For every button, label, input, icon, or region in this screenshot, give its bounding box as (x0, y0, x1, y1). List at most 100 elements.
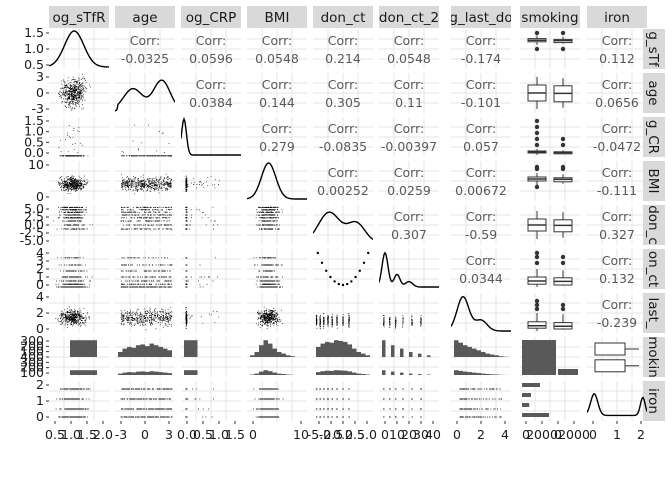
scatter-point (80, 90, 81, 92)
scatter-point (126, 190, 128, 192)
scatter-point (148, 224, 150, 226)
scatter-point (266, 217, 268, 219)
scatter-point (167, 228, 169, 230)
scatter-point (71, 155, 73, 157)
scatter-point (155, 176, 157, 178)
scatter-point (134, 181, 136, 183)
scatter-point (266, 209, 267, 211)
correlation-cell: Corr:0.00252 (317, 165, 369, 198)
scatter-point (162, 228, 164, 230)
scatter-point (127, 185, 128, 187)
scatter-point (64, 83, 66, 85)
scatter-point (152, 286, 154, 288)
corr-label: Corr: (394, 165, 424, 180)
scatter-point (84, 264, 86, 266)
scatter-point (79, 209, 81, 211)
scatter-point (68, 155, 70, 157)
scatter-point (129, 209, 131, 211)
scatter-point (149, 224, 151, 226)
scatter-point (161, 185, 163, 187)
scatter-point (69, 257, 71, 259)
scatter-point (64, 209, 66, 211)
corr-label: Corr: (602, 209, 632, 224)
scatter-point (133, 217, 135, 219)
scatter-point (143, 179, 145, 181)
scatter-point (276, 224, 278, 226)
scatter-point (135, 283, 137, 285)
scatter-point (75, 178, 77, 180)
panel-6-6 (451, 293, 511, 333)
scatter-point (58, 211, 60, 213)
density-line (247, 162, 307, 200)
scatter-point (143, 209, 145, 211)
scatter-point (62, 209, 64, 211)
scatter-point (69, 224, 71, 226)
scatter-point (77, 286, 79, 288)
scatter-point (75, 85, 77, 87)
scatter-point (62, 101, 64, 103)
scatter-point (83, 179, 85, 181)
scatter-point (170, 183, 172, 185)
strip-background (379, 6, 439, 28)
scatter-point (78, 99, 80, 101)
scatter-point (274, 217, 276, 219)
scatter-point (161, 132, 163, 134)
scatter-point (186, 180, 188, 182)
scatter-point (159, 185, 160, 187)
scatter-point (167, 209, 169, 211)
scatter-point (66, 155, 68, 157)
correlation-cell: Corr:0.214 (325, 33, 361, 66)
scatter-point (70, 283, 72, 285)
scatter-point (159, 206, 161, 208)
scatter-point (140, 280, 142, 282)
scatter-point (123, 217, 125, 219)
scatter-point (68, 183, 70, 185)
scatter-point (150, 206, 152, 208)
panel-5-0 (49, 249, 109, 289)
scatter-point (71, 101, 73, 103)
corr-label: Corr: (602, 77, 632, 92)
scatter-point (125, 181, 126, 183)
scatter-point (74, 280, 76, 282)
scatter-point (148, 124, 150, 126)
scatter-points (55, 257, 93, 288)
scatter-point (275, 224, 277, 226)
scatter-point (60, 150, 62, 152)
panel-2-3 (247, 117, 307, 157)
strip-background (643, 249, 665, 289)
density-line (587, 392, 647, 417)
scatter-point (123, 211, 125, 213)
scatter-point (74, 81, 76, 83)
corr-label: Corr: (394, 33, 424, 48)
scatter-point (69, 183, 71, 185)
scatter-point (63, 185, 65, 187)
scatter-point (63, 214, 65, 216)
scatter-point (169, 183, 171, 184)
scatter-point (261, 206, 263, 208)
scatter-point (148, 209, 150, 211)
correlation-cell: Corr:0.307 (391, 209, 427, 242)
scatter-point (139, 185, 141, 187)
scatter-point (65, 257, 67, 259)
scatter-point (157, 189, 159, 191)
scatter-point (163, 185, 165, 186)
scatter-point (74, 209, 76, 211)
scatter-point (125, 183, 127, 185)
scatter-point (83, 270, 85, 272)
panel-8-0 (49, 381, 109, 421)
panel-6-8 (587, 293, 647, 333)
strip-right-1: age (643, 73, 665, 113)
scatter-point (71, 184, 73, 186)
scatter-point (72, 178, 73, 179)
scatter-point (66, 100, 68, 102)
scatter-point (147, 178, 149, 180)
scatter-point (78, 100, 80, 102)
scatter-point (69, 106, 71, 107)
scatter-point (82, 155, 84, 157)
scatter-point (270, 228, 272, 230)
scatter-point (82, 257, 84, 259)
scatter-point (160, 224, 162, 226)
scatter-points (57, 175, 89, 194)
scatter-point (130, 270, 132, 272)
scatter-point (212, 206, 214, 208)
